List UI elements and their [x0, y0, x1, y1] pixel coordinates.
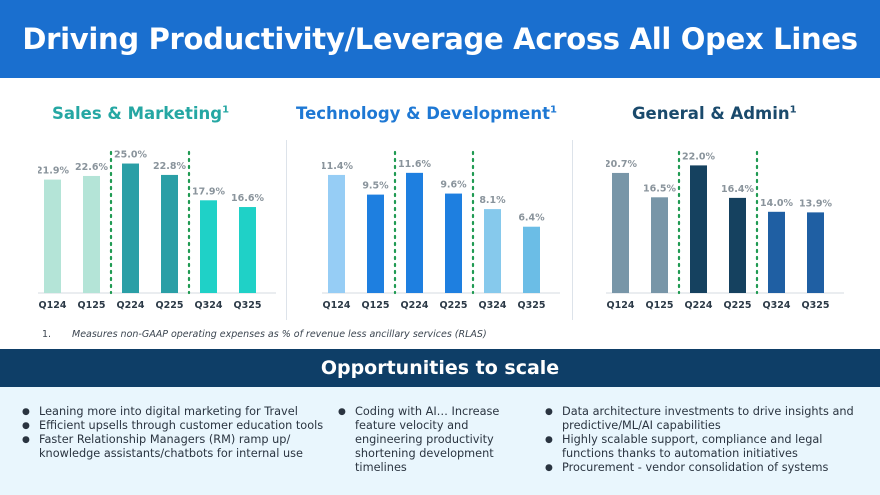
- bar-value-label: 25.0%: [114, 150, 147, 161]
- bullet-column-1: Leaning more into digital marketing for …: [22, 405, 327, 461]
- footnote-ref: 1: [222, 104, 230, 116]
- footnote: 1. Measures non-GAAP operating expenses a…: [42, 329, 487, 340]
- chart-technology-development: 11.4% Q124 9.5% Q125 11.6% Q224 9.6% Q225 8.1% Q3…: [322, 150, 560, 311]
- x-tick-label: Q325: [234, 300, 262, 311]
- bar: [651, 197, 668, 293]
- bar-value-label: 9.5%: [362, 181, 389, 192]
- x-tick-label: Q125: [78, 300, 106, 311]
- x-tick-label: Q225: [440, 300, 468, 311]
- bar: [445, 193, 462, 293]
- bar-value-label: 17.9%: [192, 186, 225, 197]
- bullet-item: Efficient upsells through customer educa…: [22, 419, 327, 433]
- chart-title-label: Sales & Marketing: [52, 104, 223, 123]
- opportunities-header: Opportunities to scale: [0, 349, 880, 387]
- chart-title-label: General & Admin: [632, 104, 790, 123]
- opportunities-title: Opportunities to scale: [320, 357, 560, 379]
- x-tick-label: Q324: [479, 300, 507, 311]
- bar-value-label: 9.6%: [440, 180, 467, 191]
- bar: [200, 200, 217, 293]
- bullet-column-3: Data architecture investments to drive i…: [545, 405, 865, 475]
- bar-value-label: 22.0%: [682, 151, 715, 162]
- bullet-item: Coding with AI… Increase feature velocit…: [338, 405, 528, 475]
- chart-title-label: Technology & Development: [296, 104, 550, 123]
- x-tick-label: Q224: [401, 300, 429, 311]
- bar-value-label: 13.9%: [799, 198, 832, 209]
- bullet-item: Procurement - vendor consolidation of sy…: [545, 461, 865, 475]
- bar: [484, 209, 501, 293]
- bar-value-label: 22.6%: [75, 162, 108, 173]
- x-tick-label: Q324: [763, 300, 791, 311]
- bar-value-label: 11.6%: [398, 159, 431, 170]
- page-title: Driving Productivity/Leverage Across All…: [22, 22, 858, 56]
- bar: [406, 172, 423, 293]
- x-tick-label: Q124: [607, 300, 635, 311]
- bar-value-label: 21.9%: [38, 166, 69, 177]
- x-tick-label: Q224: [117, 300, 145, 311]
- chart-title-sales-marketing: Sales & Marketing1: [52, 104, 229, 123]
- footnote-ref: 1: [789, 104, 797, 116]
- chart-title-general-admin: General & Admin1: [632, 104, 797, 123]
- bar: [44, 179, 61, 293]
- title-bar: Driving Productivity/Leverage Across All…: [0, 0, 880, 78]
- bullet-item: Faster Relationship Managers (RM) ramp u…: [22, 433, 327, 461]
- chart-sales-marketing: 21.9% Q124 22.6% Q125 25.0% Q224 22.8% Q225 17.9…: [38, 150, 276, 311]
- opportunities-panel: Leaning more into digital marketing for …: [0, 387, 880, 495]
- bar: [523, 226, 540, 293]
- bar-value-label: 11.4%: [322, 161, 353, 172]
- x-tick-label: Q224: [685, 300, 713, 311]
- chart-divider: [286, 140, 287, 320]
- bar-value-label: 8.1%: [479, 195, 506, 206]
- bullet-item: Highly scalable support, compliance and …: [545, 433, 865, 461]
- x-tick-label: Q325: [518, 300, 546, 311]
- chart-general-admin: 20.7% Q124 16.5% Q125 22.0% Q224 16.4% Q225 14.0…: [606, 150, 844, 311]
- x-tick-label: Q225: [724, 300, 752, 311]
- bar: [161, 174, 178, 293]
- footnote-ref: 1: [549, 104, 557, 116]
- bar: [83, 175, 100, 293]
- chart-title-technology-development: Technology & Development1: [296, 104, 557, 123]
- bar-value-label: 20.7%: [606, 159, 637, 170]
- footnote-text: Measures non-GAAP operating expenses as …: [72, 329, 487, 340]
- chart-divider: [572, 140, 573, 320]
- x-tick-label: Q124: [39, 300, 67, 311]
- bar: [807, 212, 824, 293]
- bar: [328, 174, 345, 293]
- x-tick-label: Q125: [646, 300, 674, 311]
- bullet-item: Data architecture investments to drive i…: [545, 405, 865, 433]
- footnote-number: 1.: [42, 329, 52, 340]
- bar-value-label: 14.0%: [760, 198, 793, 209]
- x-tick-label: Q225: [156, 300, 184, 311]
- bar: [768, 211, 785, 293]
- bar: [367, 194, 384, 293]
- bar-value-label: 16.5%: [643, 183, 676, 194]
- x-tick-label: Q125: [362, 300, 390, 311]
- bar-value-label: 16.4%: [721, 184, 754, 195]
- bar: [612, 172, 629, 293]
- bar-value-label: 6.4%: [518, 213, 545, 224]
- bar: [690, 165, 707, 293]
- bar: [239, 207, 256, 293]
- bar: [729, 197, 746, 293]
- bar: [122, 163, 139, 293]
- x-tick-label: Q324: [195, 300, 223, 311]
- bullet-item: Leaning more into digital marketing for …: [22, 405, 327, 419]
- x-tick-label: Q124: [323, 300, 351, 311]
- bar-value-label: 16.6%: [231, 193, 264, 204]
- x-tick-label: Q325: [802, 300, 830, 311]
- bullet-column-2: Coding with AI… Increase feature velocit…: [338, 405, 528, 475]
- bar-value-label: 22.8%: [153, 161, 186, 172]
